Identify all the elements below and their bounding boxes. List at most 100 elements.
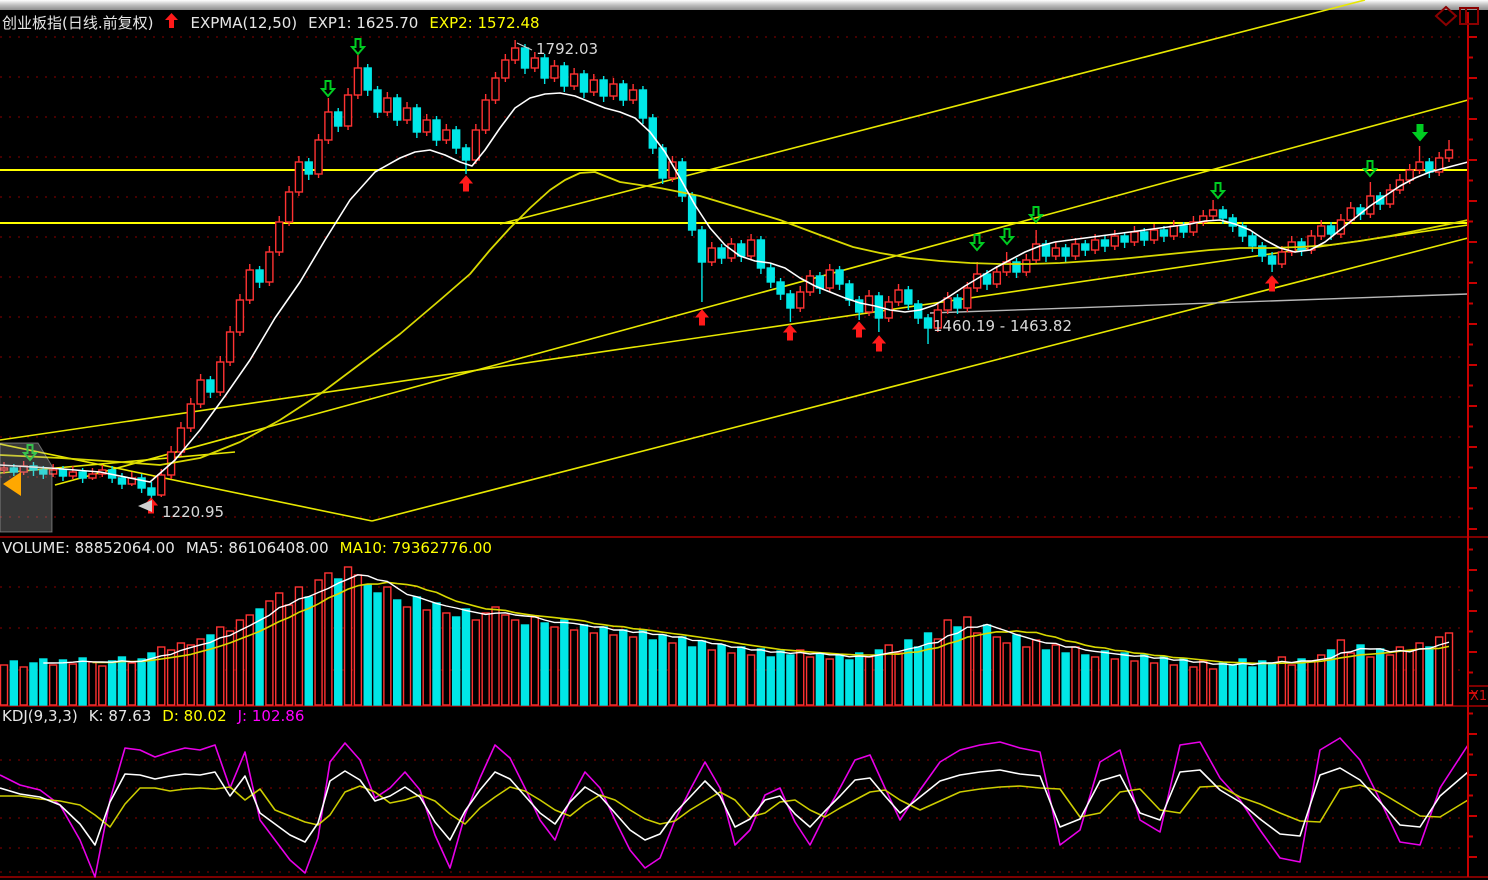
candle-body [1051,247,1061,257]
volume-bar [923,632,933,706]
volume-bar [501,614,510,706]
sell-signal-arrow-icon [319,80,337,98]
volume-bar [628,636,638,706]
volume-bar [638,629,648,706]
volume-bar [599,626,608,706]
window-pane-icon[interactable] [1459,7,1479,25]
candle-body [501,59,510,79]
volume-bar [275,592,284,706]
candle-body [422,119,431,133]
volume-bar [874,649,884,706]
candle-body [1208,209,1218,217]
volume-bar [1375,648,1385,706]
volume-bar [442,612,451,706]
candle-body [520,47,530,69]
volume-bar [0,664,9,706]
sell-signal-arrow-icon [968,234,986,252]
volume-bar [225,630,235,706]
exp2-value: EXP2: 1572.48 [429,13,540,32]
pan-left-arrow-icon[interactable] [3,472,21,496]
volume-bar [913,646,923,706]
volume-bar [540,622,549,706]
volume-bar [1356,644,1365,706]
volume-bar [904,639,913,706]
candle-body [1140,231,1149,241]
volume-bar [648,639,657,706]
volume-bar [884,644,893,706]
volume-bar [1208,668,1218,706]
volume-bar [481,612,490,706]
volume-bar [1189,666,1198,706]
candle-body [1022,259,1031,273]
candle-body [1326,225,1336,235]
volume-bar [520,624,530,706]
volume-bar [422,609,431,706]
candle-body [1218,209,1228,219]
expma-12-line [0,92,1469,483]
candle-body [1031,243,1041,261]
candle-body [1277,251,1287,265]
volume-bar [1248,666,1257,706]
volume-bar [776,650,785,706]
volume-bar [1326,649,1336,706]
candle-body [963,287,972,309]
candle-body [1169,225,1178,237]
volume-bar [491,606,500,706]
candle-body [353,67,363,96]
volume-bar [1071,646,1080,706]
candle-body [992,271,1002,285]
candle-body [1267,255,1277,265]
volume-bar [1317,654,1326,706]
sell-signal-arrow-icon [1361,160,1379,178]
volume-bar [294,586,304,706]
candle-body [363,67,372,91]
volume-bar [402,606,412,706]
volume-bar [953,626,962,706]
volume-bar [855,652,864,706]
volume-bar [107,660,117,706]
volume-bar [206,634,215,706]
volume-bar [569,629,579,706]
volume-bar [766,656,775,706]
kdj-j-line [0,737,1469,878]
volume-bar [1395,646,1405,706]
exp1-value: EXP1: 1625.70 [308,13,419,32]
axis-multiplier-label: X1 [1470,689,1488,704]
volume-bar [353,574,363,706]
candle-body [432,119,441,141]
candle-body [697,229,707,263]
volume-bar [432,602,441,706]
window-titlebar-strip [0,0,1488,10]
candle-body [157,474,166,496]
volume-bar [1444,632,1454,706]
volume-bar [1002,642,1011,706]
diamond-icon[interactable] [1434,5,1458,27]
candle-body [1238,225,1247,237]
sell-signal-arrow-icon [1209,182,1227,200]
volume-bar [314,579,323,706]
candle-body [265,251,274,283]
volume-bar [1110,658,1119,706]
indicator-title[interactable]: EXPMA(12,50) [190,13,298,32]
volume-bar [393,599,402,706]
volume-bar [98,665,107,706]
volume-bar [687,646,697,706]
candle-body [845,283,854,301]
volume-bar [147,652,156,706]
candle-body [894,289,903,303]
volume-bar [982,624,992,706]
trendline [54,99,1469,486]
candle-body [933,309,943,329]
volume-bar [796,649,805,706]
pan-left-overlay[interactable] [0,442,53,533]
kdj-title[interactable]: KDJ(9,3,3) [2,707,78,725]
kdj-j-value: J: 102.86 [237,707,305,725]
candle-body [1110,235,1119,247]
sell-signal-arrow-icon [998,228,1016,246]
volume-bar [166,649,176,706]
volume-bar [678,636,687,706]
candle-body [953,297,962,309]
volume-bar [255,608,264,706]
volume-bar [1277,656,1287,706]
volume-bar [383,586,392,706]
